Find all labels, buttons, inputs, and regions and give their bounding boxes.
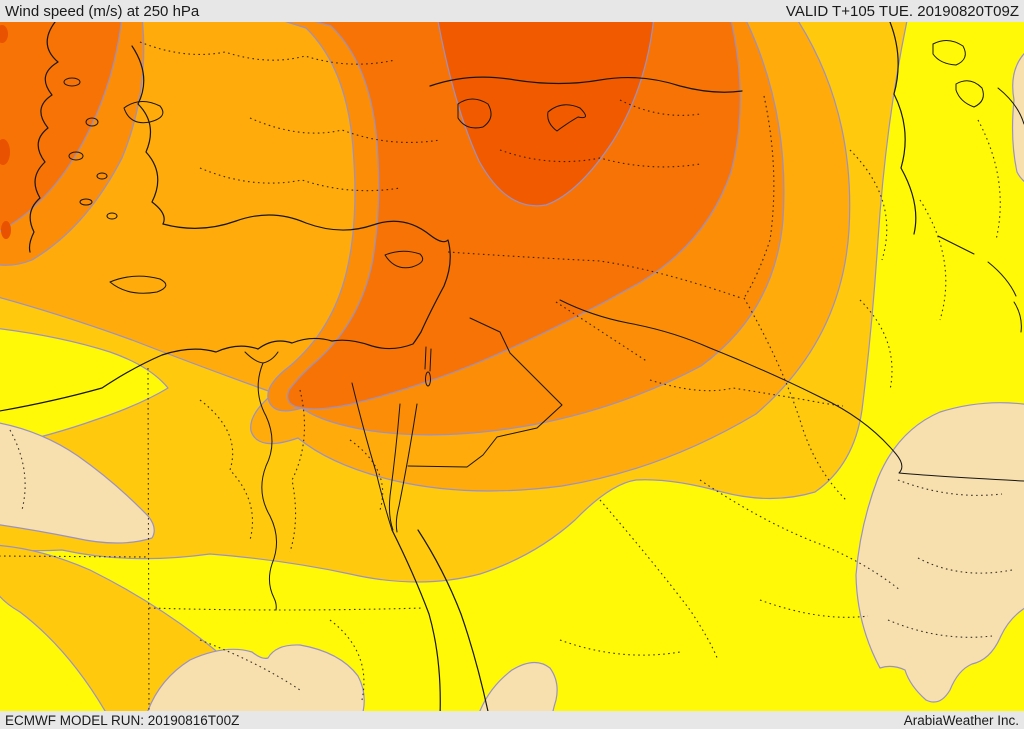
admin-iran-2	[919, 199, 947, 321]
admin-sudan-2	[329, 619, 365, 701]
gulf-of-aqaba-west	[388, 403, 401, 531]
border-arabia-east-2	[917, 557, 1013, 574]
admin-iran-3	[977, 119, 1001, 241]
border-saudi-inner-2	[599, 499, 719, 661]
border-caucasus-zigzag	[889, 22, 917, 235]
band-red-orange-core	[437, 22, 654, 207]
island-crete	[109, 275, 167, 294]
coastlines-rivers	[0, 22, 1024, 711]
gulf-of-aqaba-east	[395, 403, 418, 533]
band-beige-west	[0, 422, 155, 544]
band-speck-1	[0, 139, 10, 165]
admin-iran-4	[859, 299, 893, 391]
coast-aegean	[28, 22, 59, 253]
band-beige-east-sliver	[1011, 52, 1024, 183]
band-yellow-main	[0, 22, 1024, 711]
admin-iran-1	[849, 149, 888, 261]
valid-time-label: VALID T+105 TUE. 20190820T09Z	[785, 3, 1019, 20]
lake-tuz	[457, 98, 492, 129]
island-3	[68, 151, 84, 161]
band-dark-orange-syria-tongue	[287, 22, 741, 410]
band-speck-3	[0, 25, 8, 43]
river-euphrates-gulf	[559, 299, 1024, 482]
border-arabia-east-3	[887, 619, 993, 638]
border-arabia-east-1	[897, 479, 1003, 496]
admin-sudan-1	[199, 639, 301, 691]
page-title: Wind speed (m/s) at 250 hPa	[5, 3, 200, 20]
border-jordan-saudi-zigzag	[407, 317, 563, 468]
border-syria-iraq	[555, 301, 649, 363]
band-dark-orange-aegean	[0, 22, 122, 232]
wind-speed-map	[0, 22, 1024, 711]
coast-turkey-south-levant	[0, 214, 451, 412]
band-beige-south-lobe-1	[147, 644, 365, 711]
border-turkey-iran	[743, 95, 775, 299]
model-run-label: ECMWF MODEL RUN: 20190816T00Z	[5, 712, 240, 728]
dead-sea	[425, 371, 431, 387]
gulf-of-suez	[351, 382, 393, 531]
lake-van	[932, 40, 966, 66]
coast-turkey-west	[131, 45, 165, 225]
dotted-borders	[0, 41, 1013, 711]
zagros-line-3	[1013, 301, 1022, 333]
border-libya-south	[0, 555, 149, 558]
island-lesbos	[123, 101, 164, 124]
red-sea-east-shore	[417, 529, 489, 711]
border-turkey-syria	[447, 251, 742, 299]
admin-turkey-1	[249, 117, 441, 143]
red-sea-west-shore	[391, 529, 441, 711]
border-libya-egypt	[147, 367, 150, 711]
lake-urmia	[955, 80, 984, 108]
border-saudi-iraq	[649, 379, 844, 407]
band-speck-2	[1, 221, 11, 239]
island-6	[106, 212, 118, 220]
band-yellow-west-wedge	[0, 328, 169, 448]
island-2	[85, 117, 99, 127]
map-area	[0, 22, 1024, 711]
border-saudi-inner-1	[699, 479, 901, 591]
band-beige-southeast	[855, 402, 1024, 703]
island-cyprus	[384, 250, 424, 269]
nile-river	[257, 362, 277, 611]
band-beige-south-lobe-2	[479, 661, 558, 711]
island-4	[96, 172, 108, 180]
zagros-line-1	[937, 235, 975, 255]
header-bar: Wind speed (m/s) at 250 hPa VALID T+105 …	[0, 0, 1024, 22]
zagros-line-2	[987, 261, 1017, 297]
jordan-river	[424, 346, 432, 372]
brand-label: ArabiaWeather Inc.	[903, 712, 1019, 728]
wind-speed-bands	[0, 22, 1024, 711]
footer-bar: ECMWF MODEL RUN: 20190816T00Z ArabiaWeat…	[0, 711, 1024, 729]
admin-turkey-3	[499, 149, 701, 168]
lake-beysehir	[547, 104, 586, 132]
island-1	[63, 77, 81, 87]
island-5	[79, 198, 93, 206]
admin-balkan-north	[139, 41, 396, 65]
coast-caspian	[997, 87, 1024, 125]
coast-black-sea	[429, 76, 743, 93]
